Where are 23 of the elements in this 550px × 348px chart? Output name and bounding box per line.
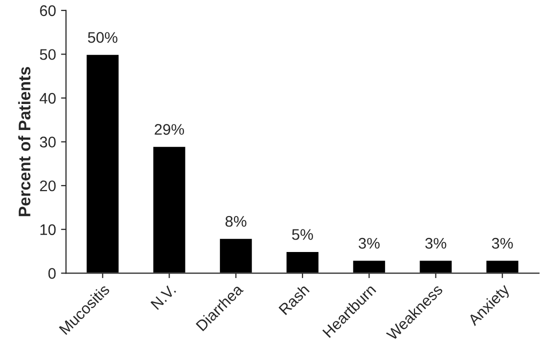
bar <box>285 250 320 274</box>
y-tick-label: 0 <box>48 268 56 279</box>
data-label: 3% <box>425 238 446 249</box>
bar <box>218 237 254 274</box>
y-tick-label: 50 <box>40 49 56 60</box>
data-label: 5% <box>292 229 313 240</box>
y-tick-label: 10 <box>40 224 56 236</box>
bar <box>85 54 120 274</box>
y-tick-label: 30 <box>40 136 56 148</box>
y-tick-label: 40 <box>40 92 56 104</box>
data-label: 50% <box>88 32 118 43</box>
y-tick-label: 60 <box>40 5 56 16</box>
data-label: 3% <box>358 238 380 249</box>
bar <box>418 259 454 274</box>
x-tick-label: N.V. <box>150 284 176 310</box>
data-label: 3% <box>492 238 513 249</box>
bar <box>485 259 520 274</box>
y-axis-title: Percent of Patients <box>18 67 30 216</box>
y-tick-label: 20 <box>40 180 56 192</box>
data-label: 29% <box>154 124 184 135</box>
data-label: 8% <box>226 216 246 227</box>
bar <box>352 259 386 274</box>
bar <box>152 145 187 274</box>
